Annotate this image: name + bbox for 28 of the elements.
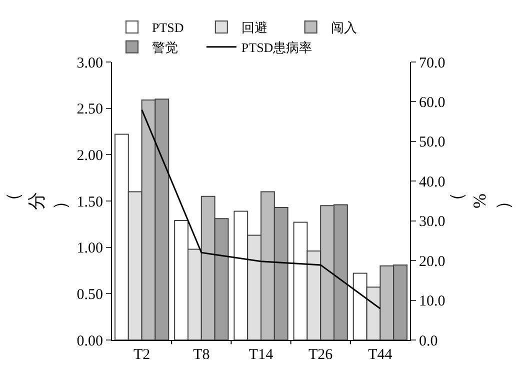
y2-tick-label: 60.0 [419, 94, 446, 111]
x-tick-label: T44 [368, 347, 393, 363]
y2-tick-label: 20.0 [419, 254, 446, 270]
legend-label: 闯入 [330, 20, 357, 36]
y-tick-label: 0.50 [76, 286, 103, 303]
legend-label: PTSD [152, 20, 184, 36]
legend-label: PTSD患病率 [241, 40, 312, 55]
legend-label: 回避 [241, 20, 268, 36]
line-series [141, 108, 381, 310]
x-tick-label: T14 [248, 347, 274, 363]
legend-label: 警觉 [152, 40, 178, 55]
y2-tick-label: 30.0 [419, 214, 446, 230]
y-tick-label: 3.00 [76, 55, 103, 72]
y-axis-title: （分） [3, 192, 70, 210]
x-tick-label: T8 [193, 347, 210, 363]
y2-tick-label: 50.0 [419, 134, 446, 151]
y2-tick-label: 40.0 [419, 174, 446, 190]
x-tick-label: T2 [133, 347, 150, 363]
y-tick-label: 2.50 [76, 102, 103, 118]
y2-tick-label: 70.0 [419, 55, 446, 72]
y-tick-label: 0.00 [76, 333, 103, 350]
y-tick-label: 1.50 [76, 194, 103, 210]
y-tick-label: 1.00 [76, 240, 103, 257]
x-tick-label: T26 [308, 347, 334, 363]
y-tick-label: 2.00 [76, 148, 103, 164]
y2-axis-title: （%） [446, 192, 514, 210]
y2-tick-label: 10.0 [419, 294, 446, 310]
y2-tick-label: 0.0 [419, 333, 438, 350]
